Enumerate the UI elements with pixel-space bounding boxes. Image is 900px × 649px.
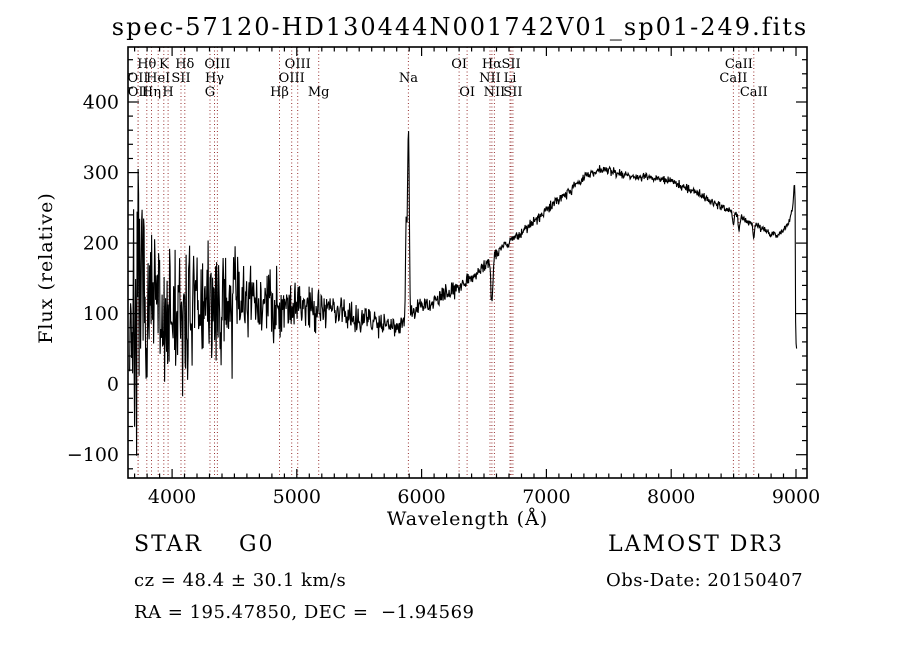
- y-tick-label: 400: [83, 92, 119, 114]
- spectral-line-markers: [137, 47, 755, 478]
- cz-text: cz = 48.4 ± 30.1 km/s: [134, 570, 347, 591]
- spectral-line-label: OIII: [279, 71, 305, 86]
- axis-ticks: [128, 47, 807, 478]
- spectral-line-label: CaII: [740, 85, 768, 100]
- x-tick-label: 6000: [397, 486, 445, 508]
- y-tick-label: −100: [67, 444, 119, 466]
- y-tick-label: 0: [107, 374, 119, 396]
- spectral-line-label: Mg: [308, 85, 330, 100]
- spectral-line-label: OI: [459, 85, 475, 100]
- obs-date-text: Obs-Date: 20150407: [606, 570, 804, 591]
- spectral-line-label: Hη: [142, 85, 161, 100]
- object-class-text: STAR G0: [134, 532, 275, 557]
- spectral-line-label: Na: [399, 71, 418, 86]
- spectral-line-label: G: [205, 85, 215, 100]
- spectral-line-label: OII: [128, 71, 149, 86]
- spectral-line-label: K: [159, 57, 169, 72]
- spectral-line-label: SII: [171, 71, 190, 86]
- spectral-line-label: NII: [479, 71, 501, 86]
- spectral-line-label: SII: [503, 85, 522, 100]
- spectral-line-label: OII: [128, 85, 149, 100]
- x-tick-label: 7000: [522, 486, 570, 508]
- spectral-line-label: OIII: [285, 57, 311, 72]
- spectral-line-label: HeI: [146, 71, 170, 86]
- survey-text: LAMOST DR3: [608, 532, 784, 557]
- spectral-line-label: Hβ: [270, 85, 289, 100]
- spectral-line-label: Hδ: [175, 57, 194, 72]
- plot-title: spec-57120-HD130444N001742V01_sp01-249.f…: [111, 13, 809, 41]
- spectral-line-label: Li: [504, 71, 517, 86]
- x-tick-label: 4000: [148, 486, 196, 508]
- spectral-line-label: SII: [502, 57, 521, 72]
- x-axis-label: Wavelength (Å): [386, 508, 549, 530]
- plot-area: 4000 5000 6000 7000 8000 9000 −100 0 100 200 300 40…: [67, 46, 820, 508]
- y-tick-label: 300: [83, 162, 119, 184]
- x-tick-label: 5000: [273, 486, 321, 508]
- x-tick-label: 9000: [772, 486, 820, 508]
- spectrum-trace: [129, 131, 798, 456]
- x-tick-label: 8000: [647, 486, 695, 508]
- spectral-line-label: Hα: [482, 57, 502, 72]
- spectral-line-label: NII: [484, 85, 506, 100]
- y-tick-label: 100: [83, 303, 119, 325]
- spectral-line-label: CaII: [719, 71, 747, 86]
- spectral-line-label: OIII: [204, 57, 230, 72]
- spectral-line-label: H: [162, 85, 173, 100]
- y-tick-label: 200: [83, 233, 119, 255]
- spectral-line-label: OI: [451, 57, 467, 72]
- radec-text: RA = 195.47850, DEC = −1.94569: [134, 602, 475, 623]
- spectral-line-label: CaII: [725, 57, 753, 72]
- plot-frame: [127, 46, 808, 479]
- spectral-line-label: Hγ: [205, 71, 224, 86]
- spectral-line-label: Hθ: [137, 57, 156, 72]
